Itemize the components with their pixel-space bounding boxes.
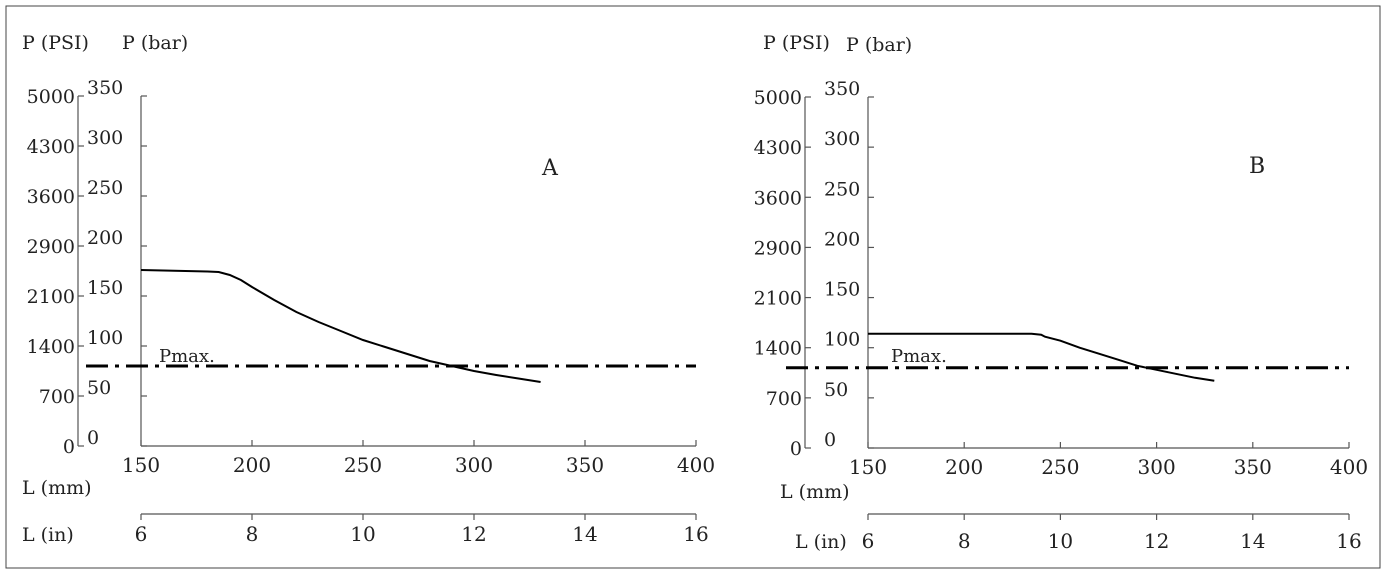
y-tick-label-bar-b: 150 (824, 279, 860, 301)
x-tick-label-in-b: 10 (1048, 529, 1073, 553)
panel-label-a: A (541, 156, 559, 181)
x-tick-label-mm-b: 250 (1041, 455, 1079, 479)
y-tick-label-bar-a: 0 (87, 427, 99, 449)
x-tick-label-mm-a: 200 (233, 453, 271, 477)
y-tick-label-psi-b: 1400 (754, 338, 802, 360)
x-tick-label-in-a: 16 (683, 522, 708, 546)
ylabel-psi-a: P (PSI) (22, 32, 89, 54)
y-tick-label-bar-a: 350 (87, 77, 123, 99)
y-tick-label-bar-a: 100 (87, 327, 123, 349)
x-tick-label-mm-a: 300 (455, 453, 493, 477)
x-tick-label-in-a: 10 (350, 522, 375, 546)
y-tick-label-bar-b: 300 (824, 128, 860, 150)
x-tick-label-mm-b: 350 (1234, 455, 1272, 479)
x-tick-label-in-b: 8 (958, 529, 971, 553)
y-tick-label-bar-a: 50 (87, 377, 111, 399)
x-tick-label-in-a: 12 (461, 522, 486, 546)
x-tick-label-in-a: 14 (572, 522, 597, 546)
y-tick-label-psi-b: 0 (790, 438, 802, 460)
y-tick-label-psi-b: 2900 (754, 237, 802, 259)
x-tick-label-mm-a: 400 (677, 453, 715, 477)
y-tick-label-psi-b: 5000 (754, 87, 802, 109)
y-tick-label-psi-b: 3600 (754, 187, 802, 209)
x-tick-label-mm-a: 350 (566, 453, 604, 477)
y-tick-label-psi-a: 700 (39, 386, 75, 408)
xlabel-in-b: L (in) (795, 531, 847, 553)
axes-a: 3503002502001501005005000430036002900210… (27, 77, 715, 546)
y-tick-label-psi-a: 5000 (27, 86, 75, 108)
x-tick-label-mm-b: 200 (945, 455, 983, 479)
xlabel-mm-a: L (mm) (22, 477, 92, 499)
y-tick-label-psi-a: 2900 (27, 236, 75, 258)
x-tick-label-mm-a: 250 (344, 453, 382, 477)
x-tick-label-mm-b: 300 (1138, 455, 1176, 479)
pmax-label-a: Pmax. (159, 346, 215, 367)
y-tick-label-psi-a: 0 (63, 436, 75, 458)
x-tick-label-in-b: 6 (862, 529, 875, 553)
chart-panel-b: P (PSI) P (bar) B L (mm) L (in) Pmax. 35… (754, 32, 1368, 553)
x-tick-label-in-b: 14 (1240, 529, 1265, 553)
figure-border (5, 5, 1381, 569)
y-tick-label-bar-b: 350 (824, 78, 860, 100)
x-tick-label-mm-b: 150 (849, 455, 887, 479)
x-tick-label-in-b: 12 (1144, 529, 1169, 553)
pmax-label-b: Pmax. (891, 346, 947, 367)
panel-label-b: B (1249, 154, 1265, 179)
y-tick-label-bar-b: 200 (824, 228, 860, 250)
x-tick-label-mm-a: 150 (122, 453, 160, 477)
y-tick-label-bar-b: 250 (824, 178, 860, 200)
y-tick-label-psi-a: 2100 (27, 286, 75, 308)
y-tick-label-psi-a: 3600 (27, 186, 75, 208)
y-tick-label-psi-a: 4300 (27, 136, 75, 158)
pressure-curve-b (868, 332, 1215, 382)
y-tick-label-psi-b: 4300 (754, 137, 802, 159)
pressure-curve-a (140, 269, 541, 383)
y-tick-label-bar-b: 50 (824, 379, 848, 401)
y-tick-label-bar-a: 300 (87, 127, 123, 149)
y-tick-label-psi-b: 2100 (754, 288, 802, 310)
y-tick-label-bar-a: 150 (87, 277, 123, 299)
y-tick-label-bar-a: 250 (87, 177, 123, 199)
x-tick-label-in-a: 8 (246, 522, 259, 546)
x-tick-label-in-b: 16 (1336, 529, 1361, 553)
ylabel-psi-b: P (PSI) (763, 32, 830, 54)
y-tick-label-bar-b: 0 (824, 429, 836, 451)
y-tick-label-psi-a: 1400 (27, 336, 75, 358)
xlabel-mm-b: L (mm) (780, 481, 850, 503)
y-tick-label-bar-b: 100 (824, 329, 860, 351)
x-tick-label-in-a: 6 (135, 522, 148, 546)
y-tick-label-psi-b: 700 (766, 388, 802, 410)
ylabel-bar-a: P (bar) (122, 32, 188, 54)
x-tick-label-mm-b: 400 (1330, 455, 1368, 479)
axes-b: 3503002502001501005005000430036002900210… (754, 78, 1368, 553)
chart-panel-a: P (PSI) P (bar) A L (mm) L (in) Pmax. 35… (22, 32, 715, 546)
y-tick-label-bar-a: 200 (87, 227, 123, 249)
xlabel-in-a: L (in) (22, 524, 74, 546)
ylabel-bar-b: P (bar) (846, 34, 912, 56)
